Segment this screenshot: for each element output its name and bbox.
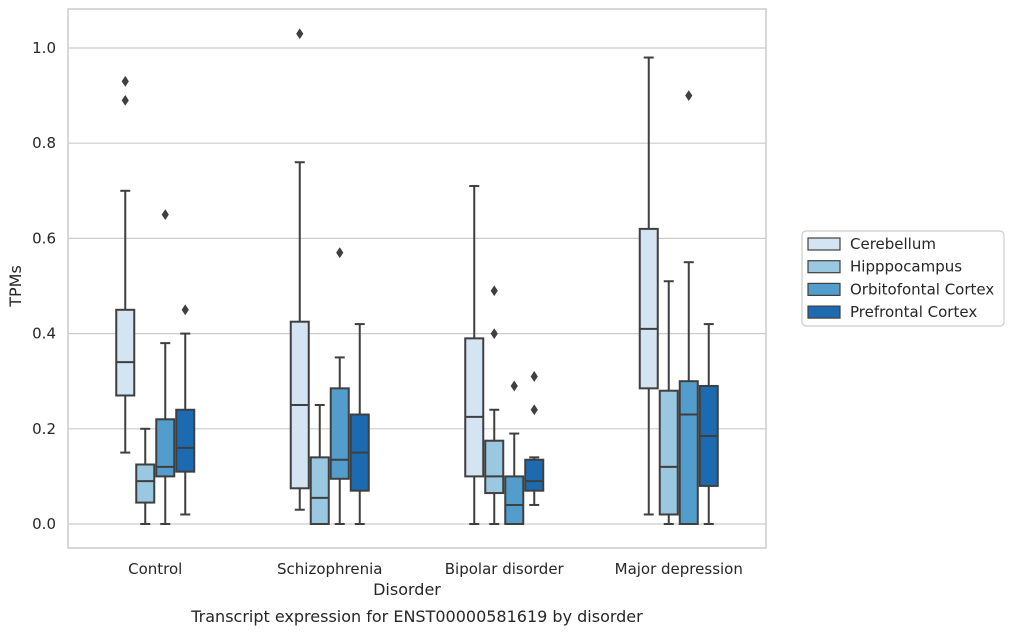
box-iqr [329, 387, 350, 480]
outlier-point [161, 209, 169, 220]
legend-frame [801, 230, 1005, 327]
box-iqr [638, 227, 659, 390]
x-tick-label-schizophrenia: Schizophrenia [277, 560, 382, 578]
outlier-point [530, 371, 538, 382]
y-axis-ticks: 0.0 0.2 0.4 0.6 0.8 1.0 [32, 39, 56, 533]
outlier-point [296, 28, 304, 40]
box-iqr [135, 463, 156, 504]
box-iqr [115, 308, 136, 397]
y-axis-label: TPMs [6, 265, 25, 308]
outlier-point [490, 285, 498, 297]
box-iqr [175, 408, 196, 473]
legend-swatch [807, 282, 841, 296]
box-orbitofontal-cortex-bipolar-disorder [504, 380, 525, 525]
plot-frame [67, 8, 767, 549]
legend-swatch [807, 305, 841, 319]
box-iqr [658, 389, 679, 516]
y-tick-label: 0.8 [32, 134, 56, 152]
box-hipppocampus-control [135, 427, 156, 525]
box-iqr [504, 475, 525, 525]
box-iqr [484, 439, 505, 495]
box-iqr [464, 337, 485, 478]
box-iqr [309, 456, 330, 525]
y-tick-label: 1.0 [32, 39, 56, 57]
legend-label: Prefrontal Cortex [850, 303, 977, 321]
legend-item-orbitofontal-cortex: Orbitofontal Cortex [807, 280, 994, 298]
box-prefrontal-cortex-control [175, 304, 196, 516]
legend-label: Hipppocampus [850, 258, 962, 276]
x-axis-label: Disorder [373, 580, 441, 599]
box-iqr [524, 458, 545, 492]
outlier-point [530, 404, 538, 416]
box-prefrontal-cortex-bipolar-disorder [524, 371, 545, 506]
legend-swatch [807, 237, 841, 251]
box-hipppocampus-schizophrenia [309, 404, 330, 525]
outlier-point [490, 328, 498, 339]
box-iqr [678, 380, 699, 526]
legend-item-prefrontal-cortex: Prefrontal Cortex [807, 303, 977, 321]
box-cerebellum-control [115, 75, 136, 454]
box-prefrontal-cortex-major-depression [698, 323, 719, 525]
outlier-point [121, 75, 129, 87]
legend-swatch [807, 260, 841, 274]
x-tick-label-bipolar-disorder: Bipolar disorder [445, 560, 565, 578]
x-tick-label-major-depression: Major depression [615, 560, 743, 578]
outlier-point [685, 90, 693, 101]
y-tick-label: 0.4 [32, 325, 56, 343]
x-axis-ticks: Control Schizophrenia Bipolar disorder Majo… [128, 560, 743, 578]
outlier-point [181, 304, 189, 316]
legend-label: Cerebellum [850, 235, 936, 253]
box-cerebellum-bipolar-disorder [464, 185, 485, 525]
y-tick-label: 0.0 [32, 515, 56, 533]
box-cerebellum-major-depression [638, 56, 659, 516]
box-orbitofontal-cortex-control [155, 209, 176, 525]
box-hipppocampus-major-depression [658, 280, 679, 525]
box-cerebellum-schizophrenia [289, 28, 310, 511]
box-plot-area [115, 28, 719, 526]
legend-item-cerebellum: Cerebellum [807, 235, 936, 253]
box-hipppocampus-bipolar-disorder [484, 285, 505, 525]
y-tick-label: 0.6 [32, 229, 56, 247]
x-tick-label-control: Control [128, 560, 182, 578]
outlier-point [510, 380, 518, 392]
outlier-point [121, 94, 129, 106]
box-orbitofontal-cortex-major-depression [678, 90, 699, 526]
chart-caption: Transcript expression for ENST0000058161… [190, 607, 643, 626]
box-iqr [155, 418, 176, 478]
y-tick-label: 0.2 [32, 420, 56, 438]
box-prefrontal-cortex-schizophrenia [349, 323, 370, 525]
legend: Cerebellum Hipppocampus Orbitofontal Corte… [801, 230, 1005, 327]
legend-item-hipppocampus: Hipppocampus [807, 258, 962, 276]
legend-label: Orbitofontal Cortex [850, 280, 994, 298]
box-orbitofontal-cortex-schizophrenia [329, 247, 350, 525]
outlier-point [336, 247, 344, 259]
